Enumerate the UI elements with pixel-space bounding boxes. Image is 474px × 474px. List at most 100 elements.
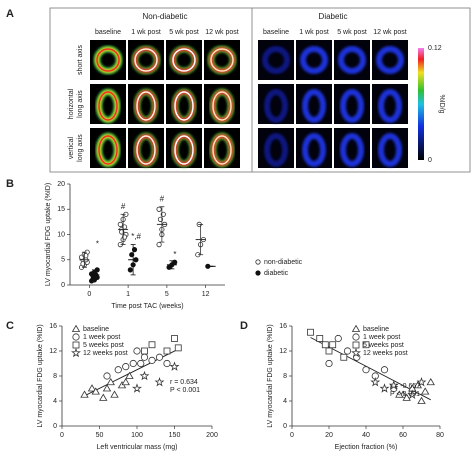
- uptake-ring: [264, 133, 288, 167]
- x-axis-label: Time post TAC (weeks): [111, 303, 183, 310]
- y-tick-label: 5: [61, 257, 65, 264]
- point: [340, 353, 348, 361]
- legend-label: 12 weeks post: [363, 350, 408, 357]
- column-label: 5 wk post: [337, 29, 367, 36]
- y-tick-label: 12: [279, 348, 287, 355]
- x-tick-label: 60: [399, 432, 407, 439]
- x-axis-label: Left ventricular mass (mg): [97, 444, 178, 451]
- point: [114, 366, 122, 374]
- y-tick-label: 12: [49, 348, 57, 355]
- point: [334, 334, 342, 343]
- column-label: baseline: [95, 29, 121, 36]
- x-tick-label: 5: [165, 291, 169, 298]
- point: [362, 366, 370, 374]
- column-label: baseline: [263, 29, 289, 36]
- x-tick-label: 40: [362, 432, 370, 439]
- y-axis-label: LV myocardial FDG uptake (%ID): [267, 324, 274, 427]
- legend-marker: [352, 333, 360, 341]
- x-tick-label: 0: [60, 432, 64, 439]
- point: [91, 387, 100, 395]
- point: [156, 206, 162, 212]
- x-tick-label: 50: [96, 432, 104, 439]
- uptake-ring: [264, 89, 288, 123]
- column-label: 12 wk post: [373, 29, 407, 36]
- annotation: *,#: [131, 232, 141, 241]
- point: [169, 361, 180, 371]
- point: [407, 389, 418, 399]
- point: [388, 380, 399, 390]
- point: [106, 377, 115, 386]
- colorbar-tick: 0: [428, 157, 432, 164]
- point: [141, 347, 148, 355]
- panel-label: B: [6, 178, 14, 190]
- uptake-ring: [210, 48, 234, 72]
- x-tick-label: 200: [206, 432, 218, 439]
- point: [133, 347, 141, 355]
- point: [325, 347, 333, 355]
- y-tick-label: 16: [49, 323, 57, 330]
- legend-marker: [71, 347, 81, 358]
- x-tick-label: 80: [436, 432, 444, 439]
- uptake-ring: [340, 89, 364, 123]
- point: [137, 359, 145, 368]
- column-label: 1 wk post: [299, 29, 329, 36]
- y-tick-label: 20: [57, 181, 65, 188]
- row-label: long axis: [77, 90, 84, 118]
- point: [121, 377, 130, 386]
- annotation: #: [160, 194, 165, 203]
- legend-marker: [352, 341, 360, 349]
- point: [122, 363, 130, 371]
- row-label: horizontal: [68, 88, 75, 119]
- group-title: Non-diabetic: [143, 12, 188, 21]
- y-axis-label: LV myocardial FDG uptake (%ID): [45, 183, 52, 286]
- colorbar: [418, 48, 424, 160]
- group-title: Diabetic: [319, 12, 348, 21]
- stat-text: P < 0.001: [170, 387, 200, 394]
- point: [156, 242, 162, 248]
- uptake-ring: [378, 89, 402, 123]
- point: [87, 384, 97, 392]
- column-label: 5 wk post: [169, 29, 199, 36]
- point: [417, 396, 426, 404]
- uptake-ring: [302, 133, 326, 167]
- point: [329, 341, 337, 349]
- point: [140, 353, 149, 361]
- legend-label: 5 weeks post: [83, 342, 124, 349]
- x-tick-label: 1: [126, 291, 130, 298]
- row-label: vertical: [68, 136, 75, 159]
- uptake-ring: [340, 133, 364, 167]
- x-tick-label: 0: [87, 291, 91, 298]
- uptake-ring: [376, 46, 404, 74]
- legend-label: baseline: [83, 326, 109, 333]
- legend-marker: [351, 347, 361, 358]
- point: [379, 383, 390, 393]
- uptake-ring: [98, 91, 118, 121]
- legend-marker: [72, 341, 80, 349]
- uptake-ring: [134, 48, 158, 72]
- point: [321, 341, 329, 349]
- x-axis-label: Ejection fraction (%): [335, 444, 398, 451]
- stat-text: P < 0.001: [390, 391, 420, 398]
- x-tick-label: 20: [325, 432, 333, 439]
- point: [155, 353, 164, 361]
- legend-marker: [255, 270, 261, 276]
- legend-label: 5 weeks post: [363, 342, 404, 349]
- uptake-ring: [300, 46, 328, 74]
- legend-marker: [72, 333, 80, 341]
- point: [395, 390, 404, 398]
- point: [132, 383, 142, 393]
- panel-label: A: [6, 8, 14, 20]
- y-tick-label: 8: [53, 373, 57, 380]
- legend-label: 12 weeks post: [83, 350, 128, 357]
- y-tick-label: 15: [57, 206, 65, 213]
- point: [343, 347, 352, 355]
- y-tick-label: 8: [283, 373, 287, 380]
- row-label: long axis: [77, 134, 84, 162]
- point: [127, 267, 133, 273]
- point: [174, 344, 182, 352]
- uptake-ring: [172, 48, 196, 72]
- y-tick-label: 10: [57, 231, 65, 238]
- y-tick-label: 4: [283, 398, 287, 405]
- colorbar-tick: 0.12: [428, 45, 442, 52]
- uptake-ring: [378, 133, 402, 167]
